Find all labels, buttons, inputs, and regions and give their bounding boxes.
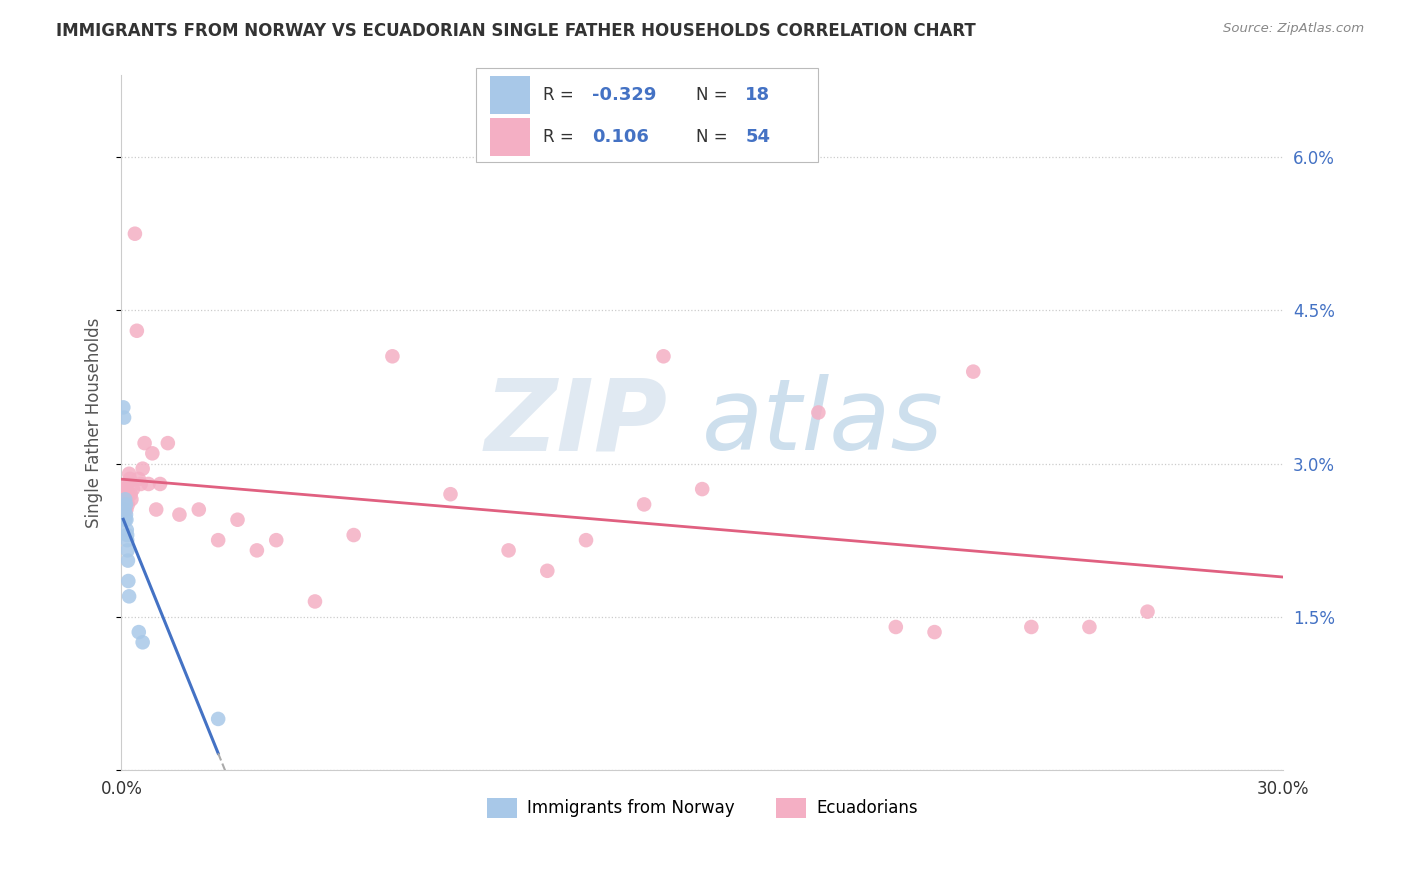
FancyBboxPatch shape [475,69,818,162]
Text: 54: 54 [745,128,770,146]
Point [114,482,136,496]
Point [1078,620,1101,634]
Text: N =: N = [696,128,728,146]
Point [343,528,366,542]
Point [156,436,179,450]
Point [246,543,269,558]
Legend: Immigrants from Norway, Ecuadorians: Immigrants from Norway, Ecuadorians [479,791,924,824]
Text: N =: N = [696,86,728,103]
Point [125,324,148,338]
Point [128,472,150,486]
Point [924,625,946,640]
Point [115,528,138,542]
Point [117,477,139,491]
Point [115,487,138,501]
Point [114,492,136,507]
Point [117,497,139,511]
Y-axis label: Single Father Households: Single Father Households [86,318,103,528]
Point [169,508,191,522]
Text: atlas: atlas [702,374,943,471]
Point [117,543,139,558]
Point [117,553,139,567]
Point [117,487,139,501]
Point [114,513,136,527]
Point [439,487,461,501]
Point [652,349,675,363]
Point [120,492,142,507]
Point [187,502,209,516]
Point [120,487,142,501]
Point [112,410,135,425]
Point [129,477,152,491]
Point [807,405,830,419]
Point [115,487,138,501]
Point [128,625,150,640]
Text: 18: 18 [745,86,770,103]
Point [264,533,287,548]
Point [536,564,558,578]
Point [124,227,146,241]
Point [122,482,145,496]
Point [884,620,907,634]
Text: ZIP: ZIP [484,374,668,471]
Point [114,487,136,501]
Point [145,502,167,516]
Point [149,477,172,491]
Text: Source: ZipAtlas.com: Source: ZipAtlas.com [1223,22,1364,36]
Point [962,365,984,379]
Point [131,635,153,649]
Point [633,497,655,511]
Point [115,513,138,527]
FancyBboxPatch shape [489,118,530,156]
Text: R =: R = [543,128,574,146]
Point [115,497,138,511]
Point [112,502,135,516]
Point [1021,620,1043,634]
Text: R =: R = [543,86,574,103]
Point [115,492,138,507]
Text: 0.106: 0.106 [592,128,648,146]
Point [226,513,249,527]
Point [134,436,156,450]
Point [118,472,141,486]
Point [381,349,404,363]
Point [498,543,520,558]
Point [118,590,141,604]
Point [112,492,135,507]
Point [138,477,160,491]
Text: -0.329: -0.329 [592,86,657,103]
FancyBboxPatch shape [489,76,530,114]
Point [115,523,138,537]
Point [131,461,153,475]
Point [690,482,713,496]
Point [207,533,229,548]
Point [207,712,229,726]
Point [114,502,136,516]
Point [114,502,136,516]
Point [115,502,138,516]
Point [117,574,139,588]
Point [118,467,141,481]
Point [304,594,326,608]
Point [115,508,138,522]
Point [141,446,163,460]
Point [112,401,135,415]
Point [114,497,136,511]
Point [115,533,138,548]
Point [575,533,598,548]
Point [115,482,138,496]
Text: IMMIGRANTS FROM NORWAY VS ECUADORIAN SINGLE FATHER HOUSEHOLDS CORRELATION CHART: IMMIGRANTS FROM NORWAY VS ECUADORIAN SIN… [56,22,976,40]
Point [1136,605,1159,619]
Point [114,492,136,507]
